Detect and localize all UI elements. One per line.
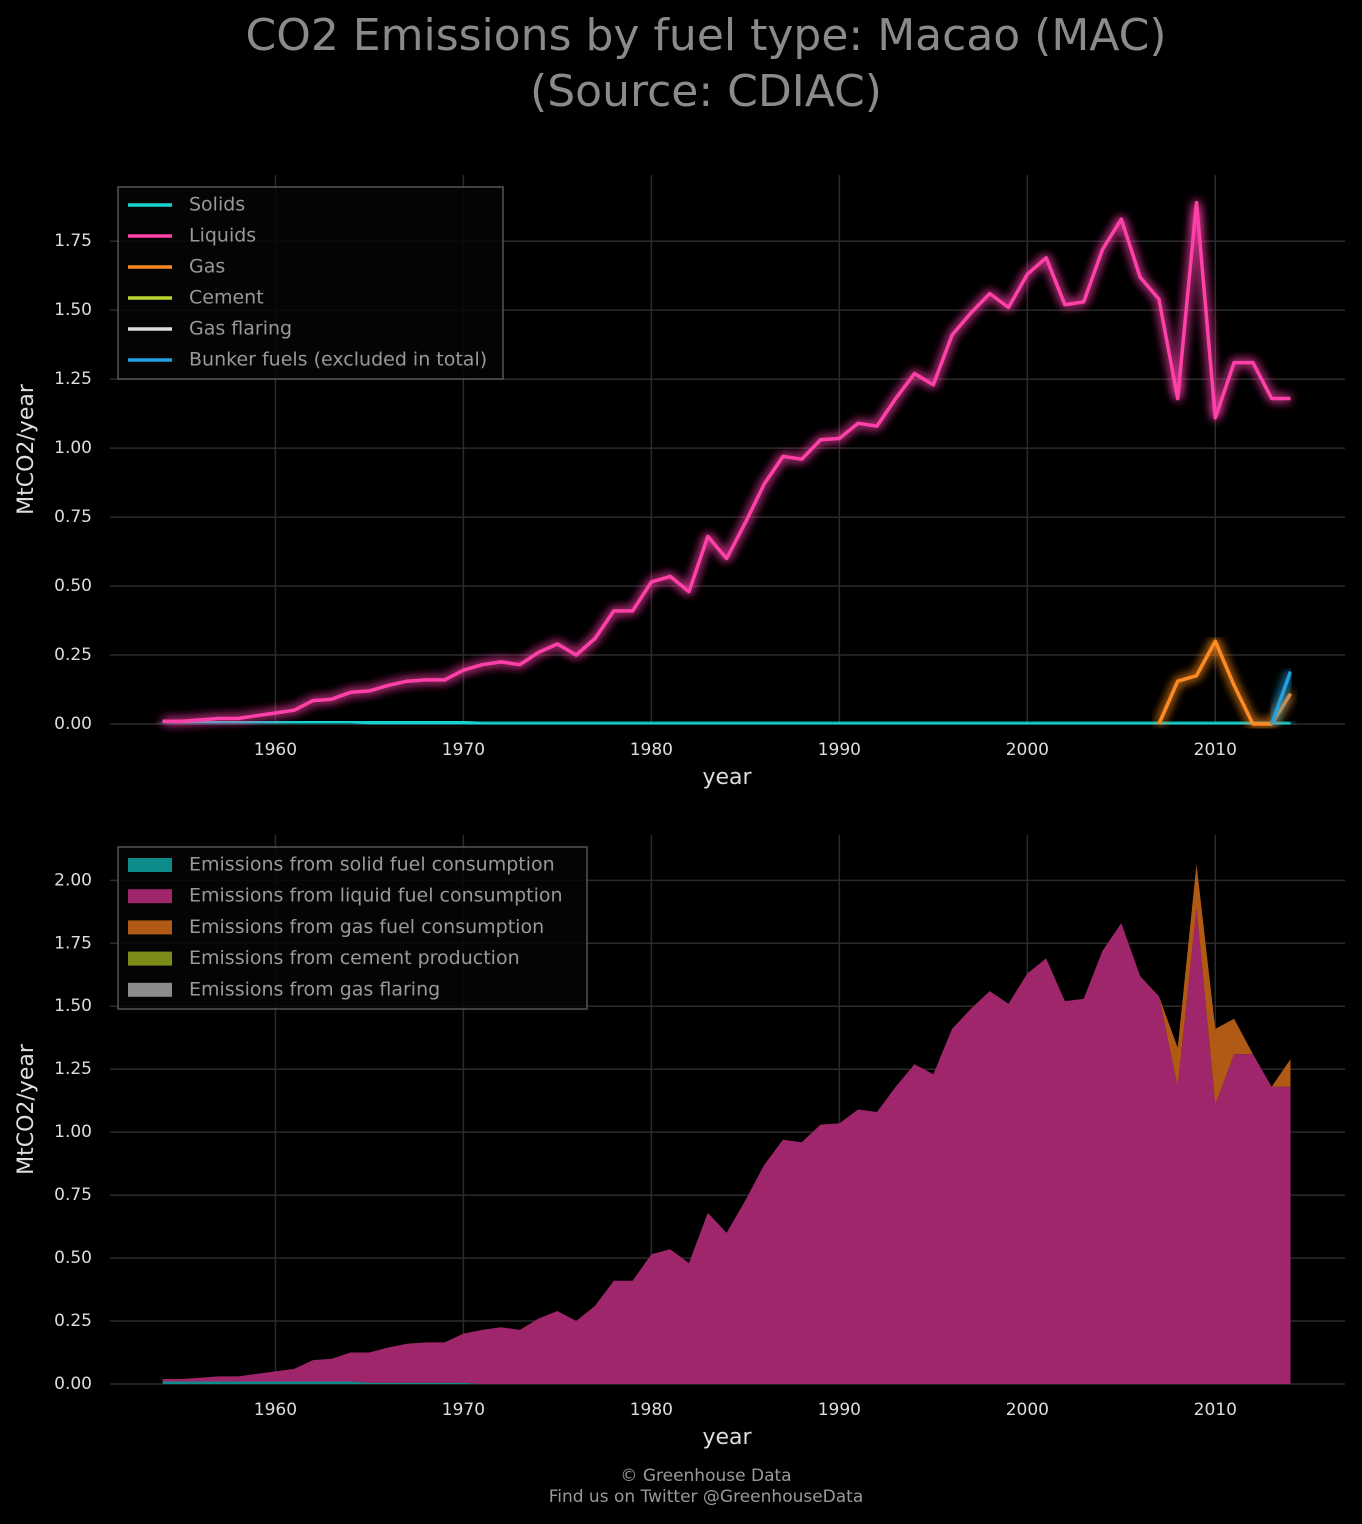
legend-label: Emissions from gas flaring — [189, 978, 440, 1000]
legend-label: Gas flaring — [189, 318, 292, 340]
series-line — [1157, 639, 1292, 726]
x-tick-label: 1990 — [818, 1400, 861, 1420]
legend-label: Gas — [189, 256, 225, 278]
legend-swatch — [128, 982, 172, 997]
y-tick-label: 0.00 — [54, 714, 92, 734]
y-tick-label: 1.50 — [54, 300, 92, 320]
x-tick-label: 2000 — [1006, 740, 1049, 760]
legend-swatch — [128, 920, 172, 935]
x-tick-label: 1960 — [254, 740, 297, 760]
y-tick-label: 1.75 — [54, 231, 92, 251]
y-tick-label: 0.75 — [54, 507, 92, 527]
legend-box — [117, 186, 504, 380]
y-tick-label: 2.00 — [54, 870, 92, 890]
title: CO2 Emissions by fuel type: Macao (MAC) — [245, 10, 1166, 61]
y-tick-label: 0.25 — [54, 645, 92, 665]
y-tick-label: 1.00 — [54, 438, 92, 458]
x-tick-label: 1990 — [818, 740, 861, 760]
y-tick-label: 0.75 — [54, 1185, 92, 1205]
series-area — [1158, 864, 1291, 1105]
x-tick-label: 2000 — [1006, 1400, 1049, 1420]
y-tick-label: 0.25 — [54, 1311, 92, 1331]
x-tick-label: 1980 — [630, 740, 673, 760]
legend-swatch — [128, 858, 172, 872]
legend-label: Bunker fuels (excluded in total) — [189, 349, 487, 371]
series-line — [162, 200, 1291, 723]
y-tick-label: 0.50 — [54, 1248, 92, 1268]
x-tick-label: 2010 — [1194, 1400, 1237, 1420]
y-tick-label: 1.50 — [54, 996, 92, 1016]
legend-label: Emissions from gas fuel consumption — [189, 916, 544, 938]
footer: Find us on Twitter @GreenhouseData — [549, 1487, 864, 1507]
legend-swatch — [128, 889, 172, 904]
legend-label: Cement — [189, 287, 264, 309]
y-tick-label: 1.75 — [54, 933, 92, 953]
y-tick-label: 1.00 — [54, 1122, 92, 1142]
x-tick-label: 1970 — [442, 740, 485, 760]
legend-swatch — [128, 951, 172, 966]
legend-label: Solids — [189, 194, 245, 216]
footer: © Greenhouse Data — [620, 1466, 791, 1486]
legend-label: Emissions from liquid fuel consumption — [189, 885, 563, 907]
y-axis-label: MtCO2/year — [14, 383, 39, 515]
x-tick-label: 1980 — [630, 1400, 673, 1420]
legend-label: Liquids — [189, 225, 256, 247]
x-axis-label: year — [702, 1425, 752, 1450]
series-line — [1270, 671, 1293, 725]
y-tick-label: 1.25 — [54, 1059, 92, 1079]
legend-label: Emissions from cement production — [189, 947, 520, 969]
x-axis-label: year — [702, 765, 752, 790]
legend-label: Emissions from solid fuel consumption — [189, 854, 555, 876]
x-tick-label: 2010 — [1194, 740, 1237, 760]
title: (Source: CDIAC) — [530, 66, 882, 117]
series-area — [162, 1381, 1291, 1384]
y-tick-label: 0.00 — [54, 1374, 92, 1394]
legend-box — [117, 846, 588, 1010]
y-tick-label: 1.25 — [54, 369, 92, 389]
y-axis-label: MtCO2/year — [14, 1043, 39, 1175]
x-tick-label: 1960 — [254, 1400, 297, 1420]
series-area — [162, 908, 1291, 1384]
x-tick-label: 1970 — [442, 1400, 485, 1420]
y-tick-label: 0.50 — [54, 576, 92, 596]
